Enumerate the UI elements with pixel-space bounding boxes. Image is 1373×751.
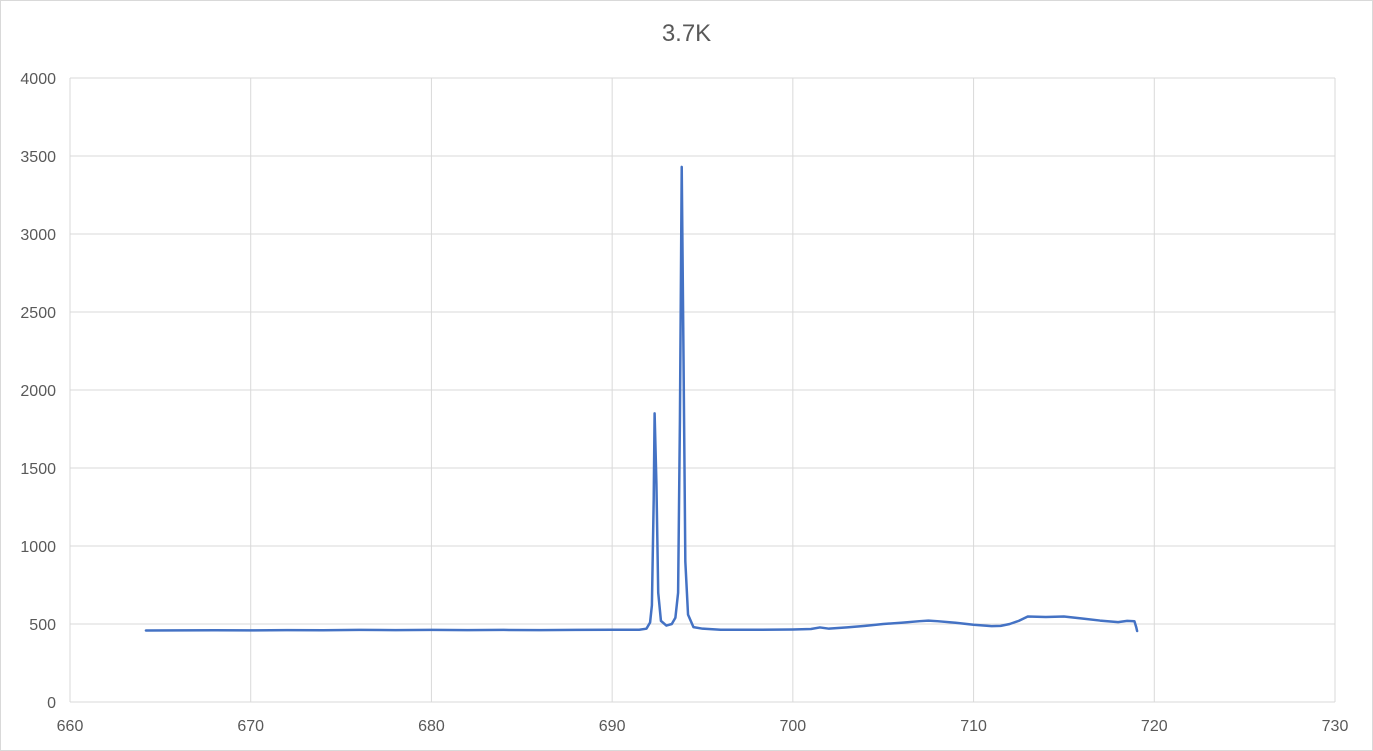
axes xyxy=(69,78,1335,703)
y-tick-label: 0 xyxy=(47,695,56,712)
x-tick-label: 680 xyxy=(418,718,445,735)
x-tick-label: 720 xyxy=(1141,718,1168,735)
y-tick-label: 3000 xyxy=(20,227,56,244)
chart-title: 3.7K xyxy=(661,20,712,47)
y-tick-label: 4000 xyxy=(20,71,56,88)
x-tick-label: 670 xyxy=(237,718,264,735)
x-tick-label: 730 xyxy=(1322,718,1349,735)
x-tick-label: 690 xyxy=(599,718,626,735)
y-tick-label: 500 xyxy=(29,617,56,634)
y-tick-label: 1500 xyxy=(20,461,56,478)
y-tick-label: 2000 xyxy=(20,383,56,400)
y-tick-label: 2500 xyxy=(20,305,56,322)
x-tick-label: 710 xyxy=(960,718,987,735)
series-group xyxy=(144,165,1139,633)
x-tick-label: 700 xyxy=(780,718,807,735)
grid-lines xyxy=(70,77,1336,702)
series-line xyxy=(144,165,1139,633)
y-tick-labels: 0 500 1000 1500 2000 2500 3000 3500 4000 xyxy=(20,71,56,712)
x-tick-labels: 660 670 680 690 700 710 720 730 xyxy=(57,718,1349,735)
y-tick-label: 1000 xyxy=(20,539,56,556)
y-tick-label: 3500 xyxy=(20,149,56,166)
x-tick-label: 660 xyxy=(57,718,84,735)
